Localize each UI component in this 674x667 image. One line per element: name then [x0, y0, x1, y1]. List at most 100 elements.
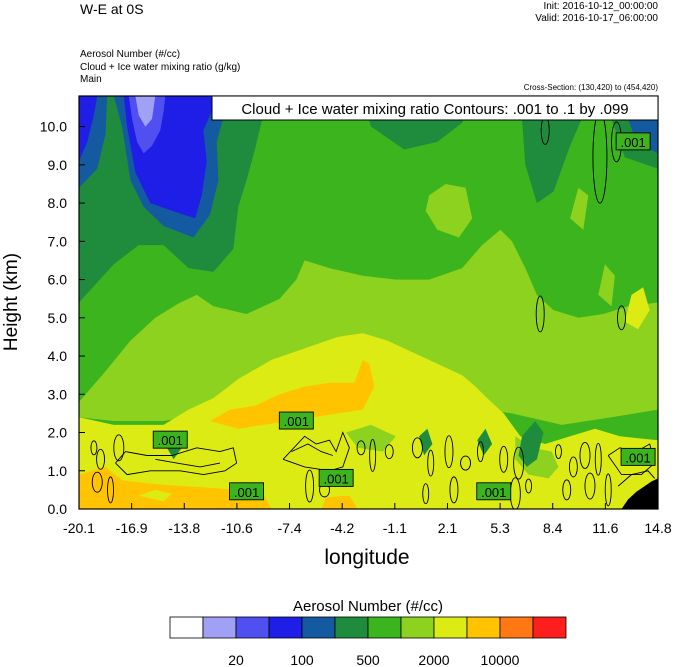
y-axis: 0.0 1.0 2.0 3.0 4.0 5.0 6.0 7.0 8.0 9.0 10.0	[40, 119, 85, 517]
colorbar-swatch	[400, 616, 435, 639]
chart-title: W-E at 0S	[80, 1, 144, 17]
contour-small-26	[584, 472, 596, 500]
colorbar-swatch	[268, 616, 303, 639]
colorbar-label: 2000	[418, 652, 449, 667]
contour-label: .001	[234, 485, 259, 500]
contour-small-12	[555, 444, 562, 460]
y-tick-label: 6.0	[48, 272, 68, 288]
y-tick-label: 7.0	[48, 233, 68, 249]
contour-small-13	[568, 456, 578, 478]
contour-small-24	[525, 478, 533, 494]
contour-label-box	[229, 482, 265, 501]
contour-small-7	[444, 435, 454, 469]
colorbar-swatch	[235, 616, 270, 639]
contour-info-box	[211, 95, 659, 121]
y-tick-label: 3.0	[48, 386, 68, 402]
x-tick-label: -7.4	[277, 520, 301, 536]
field-label-aerosol: Aerosol Number (#/cc)	[80, 49, 181, 60]
contour-small-9	[477, 441, 484, 463]
contour-mid-1	[535, 295, 545, 333]
y-axis-label: Height (km)	[1, 253, 22, 351]
contour-label: .001	[158, 433, 183, 448]
contour-small-22	[449, 476, 459, 504]
field-label-cloud-ice: Cloud + Ice water mixing ratio (g/kg)	[80, 62, 241, 73]
y-tick-label: 1.0	[48, 463, 68, 479]
contour-low-band-6	[617, 470, 656, 487]
y-tick-label: 5.0	[48, 310, 68, 326]
colorbar-title: Aerosol Number (#/cc)	[293, 598, 443, 615]
y-tick-label: 10.0	[40, 119, 67, 135]
valid-time-label: Valid: 2016-10-17_06:00:00	[535, 13, 658, 24]
y-tick-label: 0.0	[48, 501, 68, 517]
colorbar-swatch	[532, 616, 567, 639]
contour-small-8	[460, 455, 472, 471]
y-tick-label: 8.0	[48, 195, 68, 211]
contour-small-2	[113, 434, 125, 462]
contour-small-18	[107, 476, 114, 504]
colorbar-label: 500	[356, 652, 380, 667]
contour-small-1	[96, 448, 106, 470]
contour-label-box	[620, 447, 656, 466]
colorbar-label: 20	[228, 652, 244, 667]
contour-info-text: Cloud + Ice water mixing ratio Contours:…	[241, 101, 628, 118]
field-region-lightgreen	[570, 187, 589, 230]
colorbar-swatch	[466, 616, 501, 639]
x-tick-label: -1.1	[383, 520, 407, 536]
field-region-lightgreen	[425, 184, 473, 238]
x-axis-label: longitude	[324, 546, 409, 569]
contour-small-19	[305, 469, 315, 503]
x-tick-label: 5.3	[490, 520, 510, 536]
colorbar-swatch	[499, 616, 534, 639]
field-region-orange	[321, 495, 358, 509]
x-tick-label: -16.9	[116, 520, 148, 536]
field-region-orange	[79, 466, 272, 509]
colorbar-label: 100	[290, 652, 314, 667]
colorbar-swatch	[301, 616, 336, 639]
contour-low-band-4	[291, 443, 333, 456]
contour-small-16	[356, 440, 366, 456]
field-region-yellowgreen	[624, 287, 650, 330]
contour-small-14	[579, 442, 591, 469]
contour-small-6	[427, 449, 435, 477]
contour-label: .001	[625, 450, 650, 465]
contour-label-box	[476, 482, 512, 501]
contour-low-band-1	[115, 447, 238, 476]
contour-label: .001	[323, 471, 348, 486]
field-region-lightgreen	[598, 264, 615, 307]
x-tick-label: 11.6	[592, 520, 618, 536]
colorbar-swatch	[367, 616, 402, 639]
contour-label-box	[152, 430, 188, 449]
terrain	[621, 478, 658, 509]
y-tick-label: 2.0	[48, 425, 68, 441]
contour-small-0	[90, 440, 98, 456]
init-time-label: Init: 2016-10-12_00:00:00	[543, 1, 658, 12]
x-tick-label: 2.1	[438, 520, 458, 536]
contour-label-box	[278, 411, 314, 430]
y-tick-label: 9.0	[48, 157, 68, 173]
colorbar-swatch	[169, 616, 204, 639]
contour-label: .001	[481, 485, 506, 500]
contour-small-27	[604, 473, 612, 507]
contour-small-11	[513, 446, 525, 480]
contour-label: .001	[620, 135, 645, 150]
contour-label-box	[318, 468, 354, 487]
colorbar: 20 100 500 2000 10000	[169, 616, 567, 667]
field-region-darkgreen	[520, 96, 595, 204]
contour-small-25	[562, 479, 572, 501]
contour-small-3	[369, 439, 377, 472]
cross-section-label: Cross-Section: (130,420) to (454,420)	[523, 83, 658, 92]
field-region-lightgreen	[346, 424, 396, 452]
contour-label-box	[615, 132, 651, 151]
contour-small-17	[91, 471, 103, 493]
contour-small-10	[499, 445, 509, 473]
colorbar-swatch	[202, 616, 237, 639]
field-region-blue	[79, 96, 98, 161]
x-tick-label: 8.4	[543, 520, 563, 536]
x-tick-label: -10.6	[221, 520, 253, 536]
field-region-lightblue	[135, 96, 156, 127]
contour-mid-2	[617, 305, 626, 331]
field-region-darkgreen	[518, 421, 544, 467]
field-label-main: Main	[80, 74, 102, 85]
field-region-darkgreen	[477, 428, 493, 456]
